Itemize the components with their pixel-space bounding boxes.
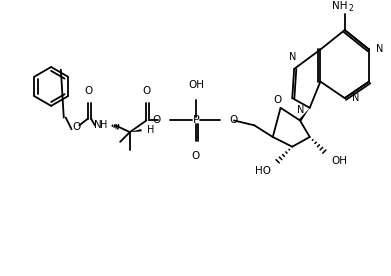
Text: O: O: [274, 95, 282, 105]
Text: P: P: [193, 115, 199, 126]
Text: NH: NH: [332, 1, 348, 10]
Text: N: N: [376, 44, 383, 54]
Text: O: O: [142, 86, 151, 96]
Text: O: O: [192, 151, 200, 161]
Text: 2: 2: [348, 4, 353, 12]
Text: OH: OH: [188, 80, 204, 90]
Polygon shape: [130, 129, 142, 132]
Text: O: O: [153, 115, 161, 126]
Text: N: N: [352, 93, 359, 103]
Text: N: N: [289, 52, 296, 62]
Text: O: O: [229, 115, 237, 126]
Text: O: O: [84, 86, 92, 96]
Text: H: H: [100, 120, 108, 130]
Text: N: N: [94, 120, 102, 130]
Text: OH: OH: [331, 156, 347, 166]
Text: N: N: [296, 105, 304, 115]
Text: H: H: [147, 125, 155, 135]
Polygon shape: [299, 108, 310, 121]
Text: O: O: [72, 122, 81, 132]
Text: HO: HO: [255, 166, 271, 176]
